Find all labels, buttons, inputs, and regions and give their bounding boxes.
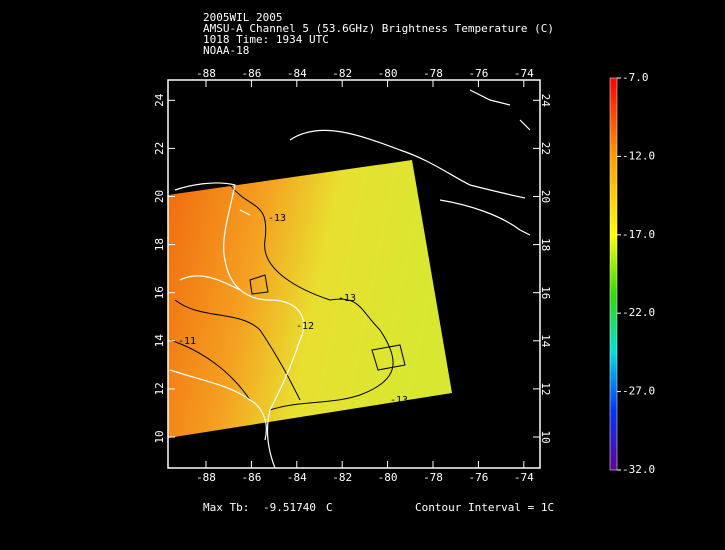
lat-tick-label: 16 — [153, 286, 166, 299]
header-line: NOAA-18 — [203, 44, 249, 57]
lat-tick-label: 22 — [539, 142, 552, 155]
lon-tick-label: -76 — [468, 67, 488, 80]
lon-tick-label: -80 — [378, 471, 398, 484]
footer-max-value: -9.51740 — [263, 501, 316, 514]
lat-tick-label: 12 — [539, 382, 552, 395]
header-line: 2005WIL 2005 — [203, 11, 282, 24]
colorbar-label: -32.0 — [622, 463, 655, 476]
contour-label: -11 — [178, 336, 196, 347]
lon-tick-label: -86 — [241, 471, 261, 484]
lon-tick-label: -78 — [423, 67, 443, 80]
swath — [168, 160, 452, 438]
colorbar-label: -17.0 — [622, 228, 655, 241]
coastlines — [169, 89, 531, 469]
lat-tick-label: 10 — [153, 430, 166, 443]
lon-tick-label: -82 — [332, 471, 352, 484]
lon-tick-label: -76 — [468, 471, 488, 484]
lon-tick-label: -88 — [196, 471, 216, 484]
contour-label: -13 — [338, 293, 356, 304]
lat-tick-label: 14 — [539, 334, 552, 348]
lat-tick-label: 18 — [539, 238, 552, 251]
map-frame — [167, 79, 541, 469]
footer-max-unit: C — [326, 501, 333, 514]
header-line: AMSU-A Channel 5 (53.6GHz) Brightness Te… — [203, 22, 554, 35]
contour-label: -13 — [268, 213, 286, 224]
lat-tick-label: 16 — [539, 286, 552, 299]
lat-tick-label: 24 — [153, 93, 166, 107]
lon-tick-label: -88 — [196, 67, 216, 80]
lat-tick-label: 20 — [539, 190, 552, 203]
contour-label: -12 — [296, 321, 314, 332]
lon-tick-label: -80 — [378, 67, 398, 80]
contour-label: -13 — [390, 395, 408, 406]
lat-tick-label: 14 — [153, 334, 166, 348]
colorbar — [609, 77, 618, 471]
colorbar-label: -22.0 — [622, 306, 655, 319]
lat-tick-label: 20 — [153, 190, 166, 203]
lat-tick-label: 18 — [153, 238, 166, 251]
map — [167, 79, 541, 469]
lon-tick-label: -84 — [287, 471, 307, 484]
lon-tick-label: -74 — [514, 471, 534, 484]
lon-tick-label: -82 — [332, 67, 352, 80]
colorbar-label: -12.0 — [622, 149, 655, 162]
lat-tick-label: 24 — [539, 94, 552, 108]
colorbar-label: -27.0 — [622, 385, 655, 398]
lon-tick-label: -84 — [287, 67, 307, 80]
header-line: 1018 Time: 1934 UTC — [203, 33, 329, 46]
lon-tick-label: -78 — [423, 471, 443, 484]
colorbar-label: -7.0 — [622, 71, 649, 84]
footer-contour-interval: Contour Interval = 1C — [415, 501, 554, 514]
footer-max-label: Max Tb: — [203, 501, 249, 514]
lat-tick-label: 12 — [153, 382, 166, 395]
lat-tick-label: 22 — [153, 142, 166, 155]
contours — [169, 184, 406, 411]
lon-tick-label: -74 — [514, 67, 534, 80]
lat-tick-label: 10 — [539, 430, 552, 443]
lon-tick-label: -86 — [241, 67, 261, 80]
